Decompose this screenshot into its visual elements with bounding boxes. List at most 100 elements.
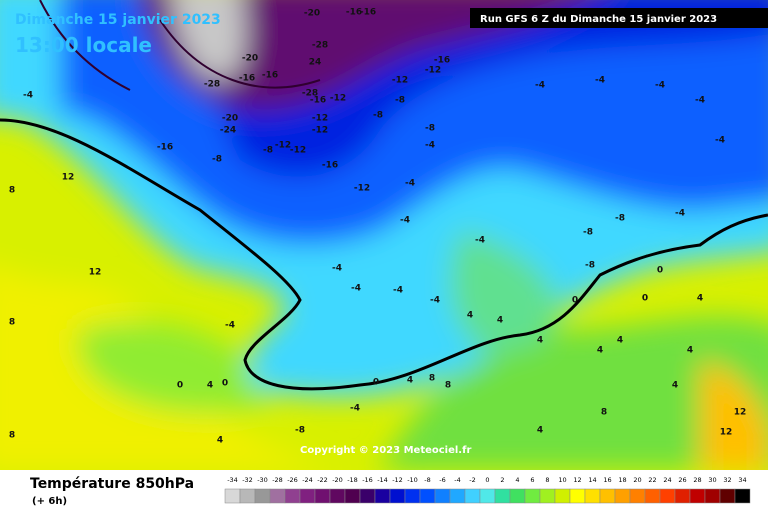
legend-label: -24: [302, 476, 313, 484]
legend-swatch: [719, 488, 736, 504]
legend-swatch: [599, 488, 616, 504]
contour-label: -12: [312, 126, 328, 136]
contour-label: 12: [89, 268, 102, 278]
legend-swatch: [419, 488, 436, 504]
legend-swatch: [314, 488, 331, 504]
legend-label: -22: [317, 476, 328, 484]
contour-label: -24: [220, 126, 236, 136]
legend-label: -16: [362, 476, 373, 484]
contour-label: 4: [687, 346, 693, 356]
legend-swatch: [404, 488, 421, 504]
legend-label: 24: [663, 476, 671, 484]
contour-label: -4: [535, 81, 545, 91]
legend-swatch: [509, 488, 526, 504]
contour-label: -12: [290, 146, 306, 156]
legend-swatch: [659, 488, 676, 504]
contour-label: 0: [177, 381, 183, 391]
contour-label: -12: [425, 66, 441, 76]
contour-label: -8: [615, 214, 625, 224]
legend-label: -28: [272, 476, 283, 484]
legend-label: 30: [708, 476, 716, 484]
contour-label: -16: [262, 71, 278, 81]
contour-label: 12: [734, 408, 747, 418]
contour-label: -4: [350, 404, 360, 414]
legend-swatch: [344, 488, 361, 504]
legend-swatch: [269, 488, 286, 504]
contour-label: 0: [222, 379, 228, 389]
legend-label: -2: [469, 476, 475, 484]
legend-label: -18: [347, 476, 358, 484]
legend-swatch: [464, 488, 481, 504]
legend-label: -32: [242, 476, 253, 484]
legend-swatch: [539, 488, 556, 504]
date-label: Dimanche 15 janvier 2023: [15, 12, 221, 28]
legend-swatch: [329, 488, 346, 504]
legend-label: -4: [454, 476, 460, 484]
legend-swatch: [239, 488, 256, 504]
contour-label: -12: [392, 76, 408, 86]
contour-label: -8: [583, 228, 593, 238]
contour-label: -4: [225, 321, 235, 331]
contour-label: -8: [373, 111, 383, 121]
contour-label: 4: [407, 376, 413, 386]
contour-label: -16: [239, 74, 255, 84]
contour-label: -4: [332, 264, 342, 274]
legend-label: 0: [485, 476, 489, 484]
contour-label: 0: [642, 294, 648, 304]
contour-label: -4: [675, 209, 685, 219]
legend-label: 8: [545, 476, 549, 484]
legend-label: 26: [678, 476, 686, 484]
legend-label: -14: [377, 476, 388, 484]
contour-label: 0: [373, 378, 379, 388]
zero-isotherm: [0, 118, 768, 391]
legend-swatch: [554, 488, 571, 504]
contour-label: 12: [720, 428, 733, 438]
contour-label: 8: [601, 408, 607, 418]
legend-swatch: [434, 488, 451, 504]
legend-label: -20: [332, 476, 343, 484]
legend-swatch: [704, 488, 721, 504]
temperature-field: [0, 0, 768, 470]
contour-label: -4: [351, 284, 361, 294]
legend-label: 10: [558, 476, 566, 484]
contour-label: -12: [312, 114, 328, 124]
legend-label: 14: [588, 476, 596, 484]
contour-label: -4: [425, 141, 435, 151]
contour-label: 0: [657, 266, 663, 276]
contour-label: -20: [304, 9, 320, 19]
legend-label: 34: [738, 476, 746, 484]
contour-label: -4: [405, 179, 415, 189]
contour-label: 12: [62, 173, 75, 183]
contour-label: -16: [310, 96, 326, 106]
footer-subtitle: (+ 6h): [32, 496, 67, 507]
legend-label: -26: [287, 476, 298, 484]
legend-swatch: [389, 488, 406, 504]
contour-label: 4: [217, 436, 223, 446]
legend-label: 16: [603, 476, 611, 484]
legend-swatch: [629, 488, 646, 504]
contour-label: -4: [595, 76, 605, 86]
legend-swatch: [584, 488, 601, 504]
contour-label: 4: [697, 294, 703, 304]
contour-label: 8: [429, 374, 435, 384]
contour-label: -4: [475, 236, 485, 246]
legend-label: 32: [723, 476, 731, 484]
contour-label: 8: [445, 381, 451, 391]
contour-label: -4: [655, 81, 665, 91]
contour-label: 4: [207, 381, 213, 391]
contour-label: -28: [302, 89, 318, 99]
contour-label: 8: [9, 186, 15, 196]
contour-label: 4: [537, 426, 543, 436]
legend-swatch: [284, 488, 301, 504]
legend-swatch: [359, 488, 376, 504]
contour-label: -8: [425, 124, 435, 134]
contour-label: -4: [400, 216, 410, 226]
contour-label: -16: [157, 143, 173, 153]
contour-label: -16: [322, 161, 338, 171]
legend-label: 22: [648, 476, 656, 484]
contour-label: 4: [497, 316, 503, 326]
legend-swatch: [524, 488, 541, 504]
contour-label: 24: [309, 58, 322, 68]
legend-label: 20: [633, 476, 641, 484]
